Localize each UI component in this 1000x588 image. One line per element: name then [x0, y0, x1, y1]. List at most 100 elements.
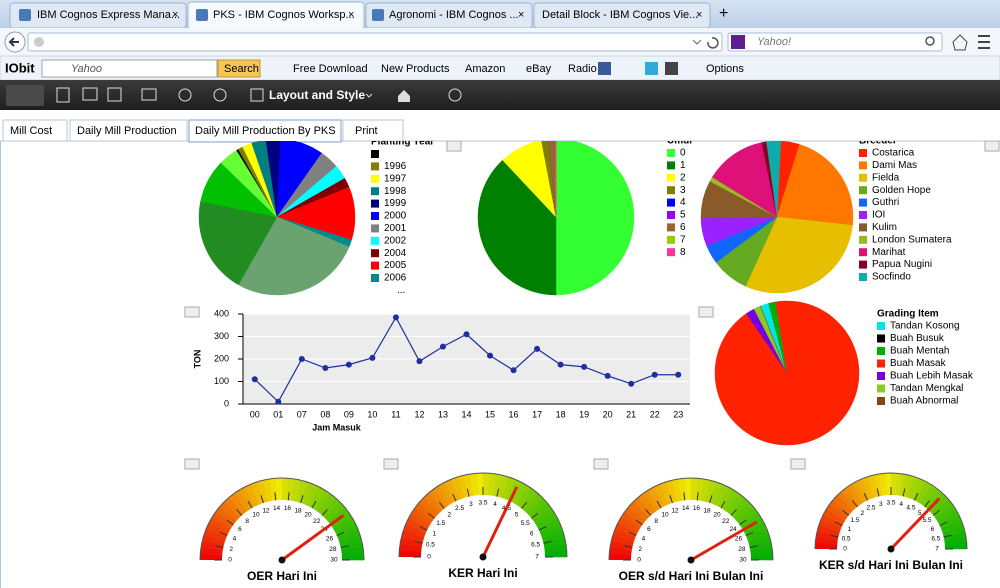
gauge-band [841, 487, 860, 508]
help-icon[interactable] [448, 88, 462, 102]
legend-swatch [859, 161, 867, 170]
tab-close[interactable]: × [518, 9, 524, 21]
gauge-band [944, 537, 967, 545]
gauge-tick-label: 0.5 [426, 542, 435, 549]
bookmark-star[interactable] [952, 34, 968, 51]
legend-swatch [667, 223, 675, 232]
new-tab[interactable]: + [719, 5, 728, 22]
x-tick-label: 14 [461, 409, 471, 419]
share-icon[interactable] [178, 88, 192, 102]
filter-icon[interactable] [593, 458, 609, 470]
gauge-band [610, 540, 633, 551]
toolbar-link[interactable]: New Products [381, 63, 450, 75]
filter-icon[interactable] [698, 306, 714, 318]
gauge-band [487, 473, 497, 496]
filter-icon[interactable] [790, 458, 806, 470]
filter-icon[interactable] [446, 141, 462, 152]
legend-label: Fielda [872, 172, 900, 183]
gauge-band [256, 480, 269, 503]
x-tick-label: 22 [650, 409, 660, 419]
legend-title: Breeder [859, 136, 897, 147]
tab-close[interactable]: × [172, 9, 178, 21]
toolbar-search[interactable] [41, 59, 218, 78]
gauge-band [818, 519, 842, 533]
toolbar-link[interactable]: Free Download [293, 63, 368, 75]
layout-icon[interactable] [250, 88, 264, 102]
browser-tab[interactable]: Agronomi - IBM Cognos ... × [365, 2, 533, 29]
tab-title: IBM Cognos Express Mana... [37, 9, 180, 21]
legend-swatch [859, 211, 867, 219]
favicon [372, 9, 384, 21]
refresh-icon[interactable] [213, 88, 227, 102]
gauge-tick [427, 512, 435, 519]
search-placeholder: Yahoo! [757, 36, 791, 48]
tool-icon[interactable] [107, 87, 122, 102]
tab-close[interactable]: × [696, 9, 702, 21]
gauge-band [228, 493, 247, 515]
legend-label: 1998 [384, 186, 407, 197]
toolbar-link[interactable]: Radio [568, 63, 597, 75]
tool-icon[interactable] [56, 87, 70, 103]
gauge-tick [851, 500, 858, 508]
home-icon[interactable] [398, 90, 410, 102]
report-tab[interactable]: Daily Mill Production [69, 119, 188, 142]
browser-tab-active[interactable]: PKS - IBM Cognos Worksp... × [187, 1, 365, 30]
gauge-band [726, 493, 745, 515]
report-tab[interactable]: Print [342, 119, 404, 142]
legend-label: 0 [680, 148, 686, 159]
filter-icon[interactable] [383, 458, 399, 470]
line-point [581, 363, 588, 370]
gauge-band [733, 502, 754, 522]
gauge-band [201, 540, 224, 551]
gauge-band [628, 501, 649, 522]
tool-icon[interactable] [141, 88, 157, 101]
gauge-tick-label: 20 [304, 512, 312, 519]
legend-label: London Sumatera [872, 234, 952, 245]
gauge-band [713, 484, 729, 507]
gauge-tick [709, 495, 713, 504]
twitter-icon[interactable] [645, 62, 658, 75]
gauge-tick-label: 0 [228, 557, 232, 564]
tab-close[interactable]: × [348, 9, 354, 21]
tool-icon[interactable] [82, 87, 98, 101]
search-icon[interactable] [925, 36, 935, 46]
legend-swatch [859, 186, 867, 195]
gauge-band [637, 493, 656, 515]
gauge-tick [696, 492, 699, 501]
toolbar-link[interactable]: Amazon [465, 63, 505, 75]
gauge-tick-label: 12 [262, 507, 270, 514]
layout-menu[interactable]: Layout and Style [269, 88, 365, 102]
x-tick-label: 16 [509, 409, 519, 419]
report-tab-active[interactable]: Daily Mill Production By PKS [188, 119, 342, 143]
pie-slice [555, 141, 635, 296]
app-icon[interactable] [665, 62, 678, 75]
gauge-band [535, 513, 558, 530]
search-box[interactable] [727, 32, 943, 52]
facebook-icon[interactable] [598, 62, 611, 75]
reload-icon[interactable] [707, 37, 719, 49]
gauge-tick [438, 501, 445, 509]
toolbar-link[interactable]: eBay [526, 63, 552, 75]
legend-label: Tandan Kosong [890, 321, 960, 332]
browser-tab[interactable]: Detail Block - IBM Cognos Vie... × [533, 2, 711, 29]
address-bar[interactable] [27, 32, 723, 52]
dropdown-icon[interactable] [692, 39, 702, 45]
gauge-title: OER s/d Hari Ini Bulan Ini [619, 569, 764, 583]
filter-icon[interactable] [984, 141, 1000, 152]
menu-button[interactable] [6, 85, 44, 106]
browser-tab[interactable]: IBM Cognos Express Mana... × [9, 2, 187, 29]
gauge-band [837, 491, 857, 511]
gauge-band [929, 495, 949, 515]
report-tab[interactable]: Mill Cost [2, 119, 68, 142]
filter-icon[interactable] [184, 458, 200, 470]
search-button[interactable] [217, 59, 261, 78]
gauge-tick-label: 6 [530, 530, 534, 537]
legend-swatch [667, 235, 675, 244]
gauge-band [934, 504, 956, 521]
gauge-tick-label: 10 [252, 512, 260, 519]
gauge-band [250, 481, 264, 505]
menu-icon[interactable] [978, 35, 990, 49]
filter-icon[interactable] [184, 306, 200, 318]
toolbar-options[interactable]: Options [706, 63, 744, 75]
